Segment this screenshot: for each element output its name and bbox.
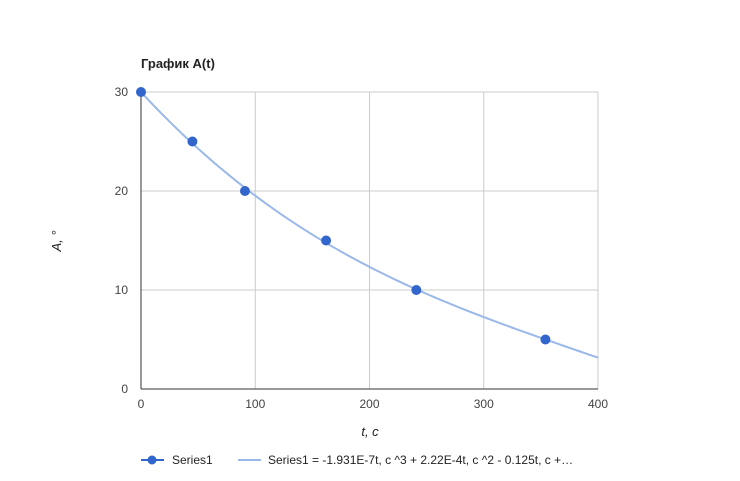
x-axis-title: t, c bbox=[361, 424, 379, 439]
data-point-1 bbox=[187, 136, 198, 147]
legend: Series1 Series1 = -1.931E-7t, c ^3 + 2.2… bbox=[141, 453, 573, 467]
legend-series1-marker bbox=[147, 455, 157, 465]
axes bbox=[140, 92, 598, 390]
legend-series1-label: Series1 bbox=[172, 453, 213, 467]
x-tick-label-200: 200 bbox=[359, 397, 379, 411]
x-tick-label-0: 0 bbox=[138, 397, 145, 411]
trendline-curve bbox=[140, 91, 599, 359]
legend-trendline-label: Series1 = -1.931E-7t, c ^3 + 2.22E-4t, c… bbox=[268, 453, 573, 467]
gridlines bbox=[141, 91, 599, 389]
tick-labels: 0 100 200 300 400 0 10 20 30 bbox=[115, 85, 609, 411]
x-tick-label-300: 300 bbox=[474, 397, 494, 411]
chart-title: График A(t) bbox=[141, 56, 215, 71]
x-tick-label-100: 100 bbox=[245, 397, 265, 411]
trendline-group bbox=[140, 91, 599, 359]
data-point-5 bbox=[540, 334, 551, 345]
data-points bbox=[136, 87, 551, 345]
data-point-0 bbox=[136, 87, 146, 97]
data-point-3 bbox=[321, 235, 332, 246]
x-tick-label-400: 400 bbox=[588, 397, 608, 411]
y-tick-label-0: 0 bbox=[121, 382, 128, 396]
data-point-4 bbox=[411, 285, 422, 295]
y-axis-title: A, ° bbox=[49, 230, 64, 252]
y-tick-label-20: 20 bbox=[115, 184, 129, 198]
data-point-2 bbox=[239, 186, 250, 196]
y-tick-label-10: 10 bbox=[115, 283, 129, 297]
y-tick-label-30: 30 bbox=[115, 85, 129, 99]
